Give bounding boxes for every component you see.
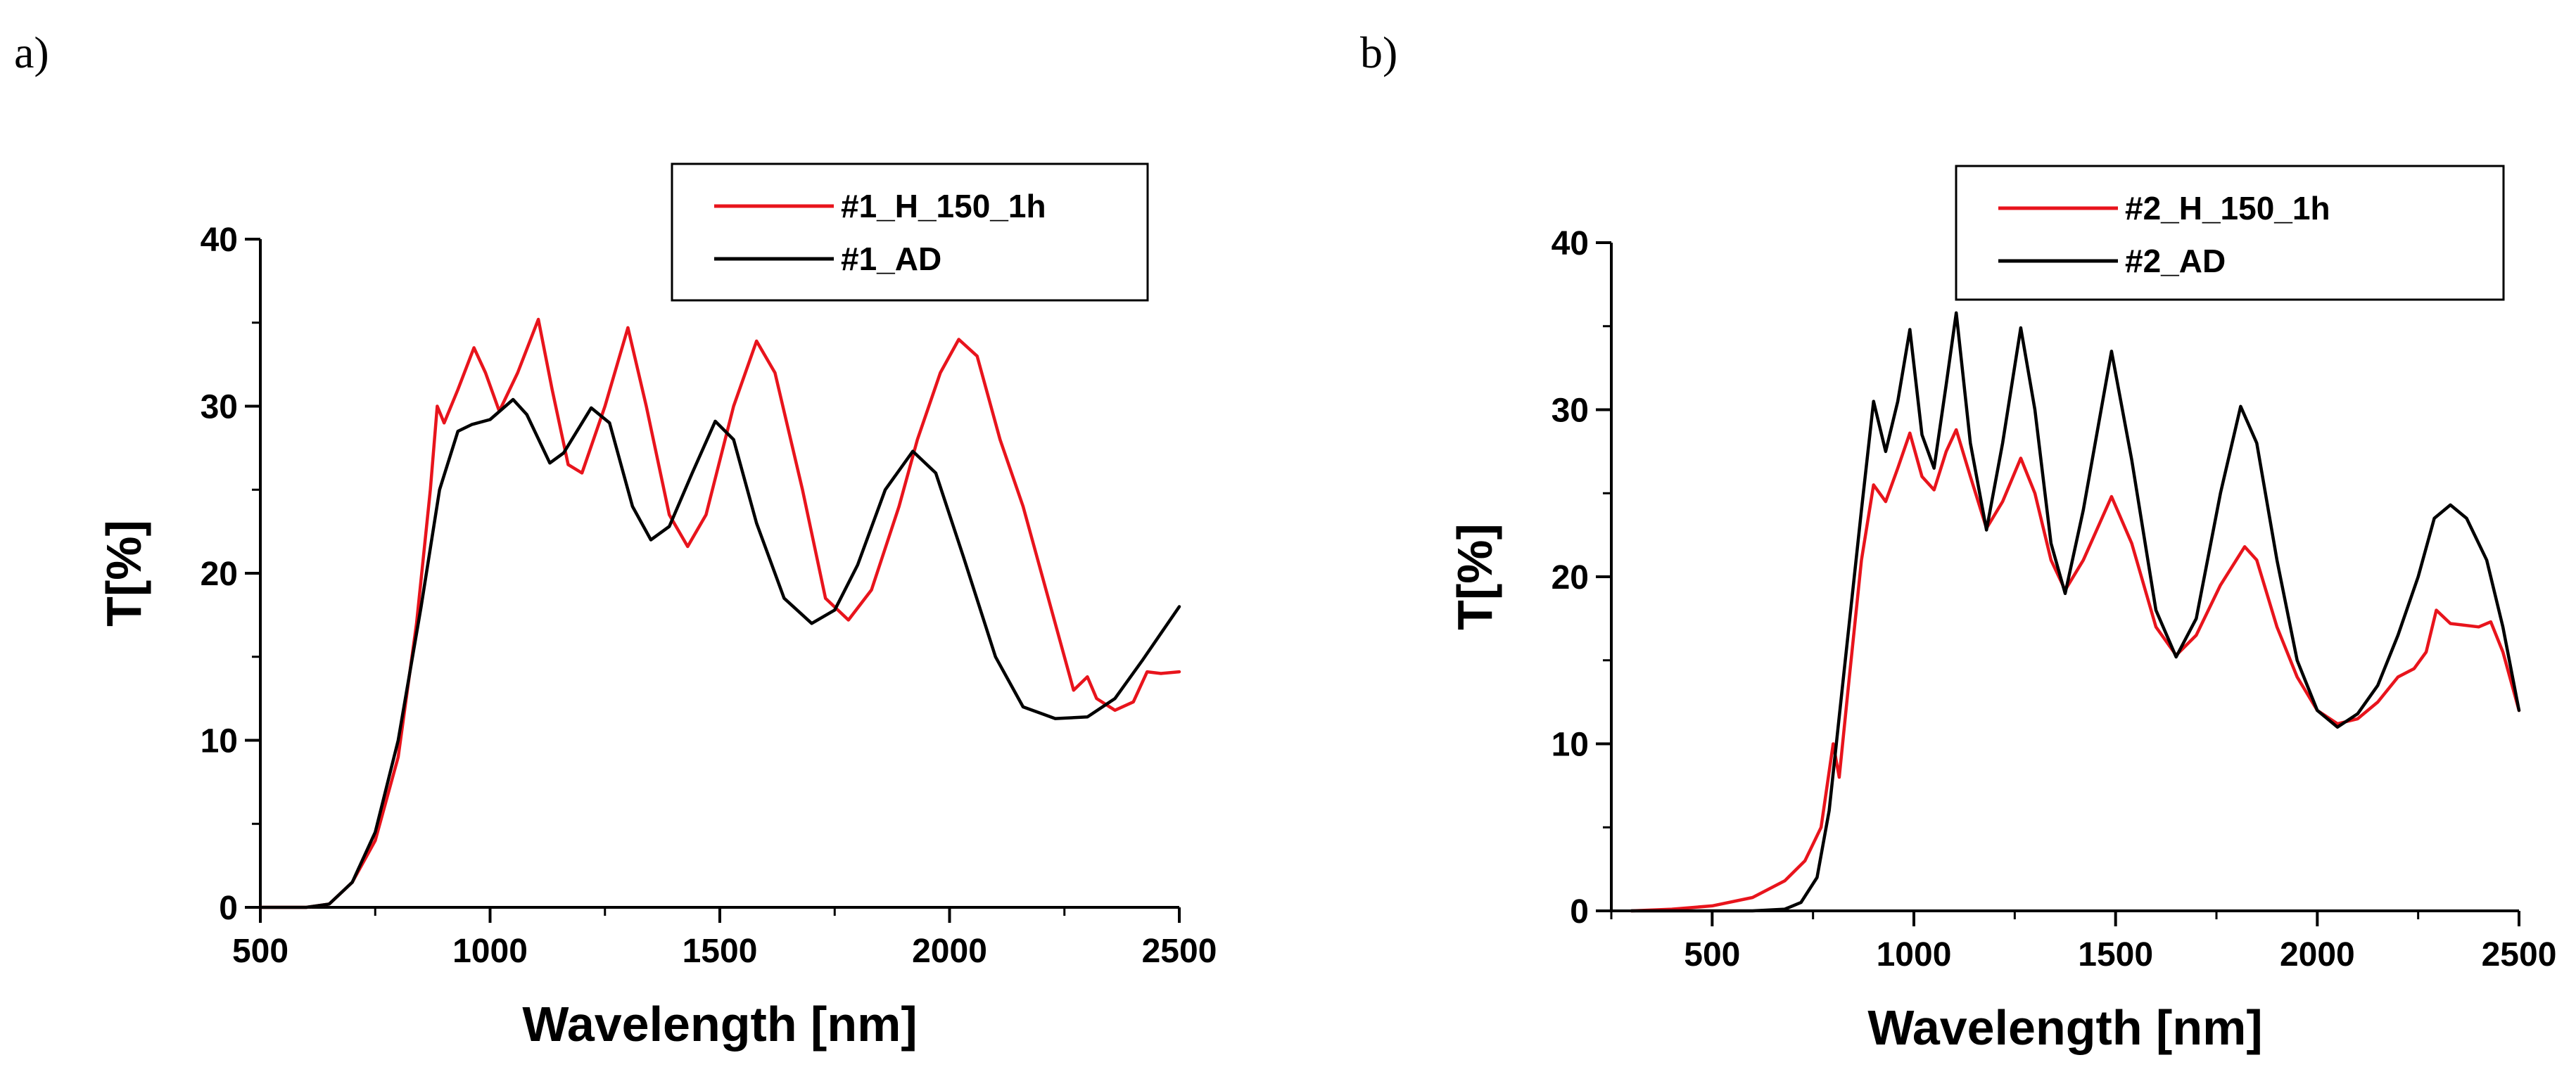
x-tick-label: 2000 <box>912 933 987 970</box>
x-tick-label: 2500 <box>2482 936 2557 973</box>
legend-label: #2_H_150_1h <box>2125 190 2330 226</box>
x-axis-title: Wavelength [nm] <box>1867 1000 2262 1055</box>
y-tick-label: 30 <box>1552 392 1589 430</box>
legend: #2_H_150_1h #2_AD <box>1955 165 2505 301</box>
y-tick-label: 20 <box>201 556 238 593</box>
panel-label: b) <box>1360 27 1397 77</box>
legend: #1_H_150_1h #1_AD <box>671 162 1149 302</box>
x-tick-label: 2000 <box>2280 936 2355 973</box>
x-axis-title: Wavelength [nm] <box>522 997 917 1052</box>
y-tick-label: 40 <box>201 222 238 259</box>
legend-label: #1_AD <box>841 241 941 277</box>
y-tick-label: 0 <box>219 890 238 927</box>
legend-box <box>671 162 1149 302</box>
series-line-heated <box>1630 428 2521 913</box>
y-tick-label: 40 <box>1552 225 1589 262</box>
legend-label: #1_H_150_1h <box>841 188 1046 224</box>
x-tick-label: 1500 <box>2078 936 2153 973</box>
series-line-as-deposited <box>258 397 1181 909</box>
y-tick-label: 0 <box>1570 893 1589 931</box>
y-tick-label: 30 <box>201 389 238 426</box>
y-tick-label: 20 <box>1552 559 1589 596</box>
x-tick-label: 1500 <box>683 933 758 970</box>
legend-label: #2_AD <box>2125 243 2226 279</box>
series-line-as-deposited <box>1630 311 2521 913</box>
panel-label: a) <box>14 27 49 77</box>
y-tick-label: 10 <box>201 723 238 760</box>
legend-box <box>1955 165 2505 301</box>
x-tick-label: 500 <box>1684 936 1740 973</box>
x-tick-label: 1000 <box>1877 936 1952 973</box>
x-tick-label: 2500 <box>1142 933 1217 970</box>
x-tick-label: 500 <box>232 933 288 970</box>
series-line-heated <box>258 317 1181 909</box>
chart-a: a) 0 10 20 30 40 500 1000 1500 2000 2500 Wavelength… <box>14 27 1217 1052</box>
y-axis-title: T[%] <box>1447 523 1502 630</box>
y-axis-title: T[%] <box>96 520 151 627</box>
x-tick-label: 1000 <box>452 933 528 970</box>
chart-b: b) 0 10 20 30 40 500 1000 1500 2000 2500 Wavelength… <box>1360 27 2556 1055</box>
y-tick-label: 10 <box>1552 727 1589 764</box>
